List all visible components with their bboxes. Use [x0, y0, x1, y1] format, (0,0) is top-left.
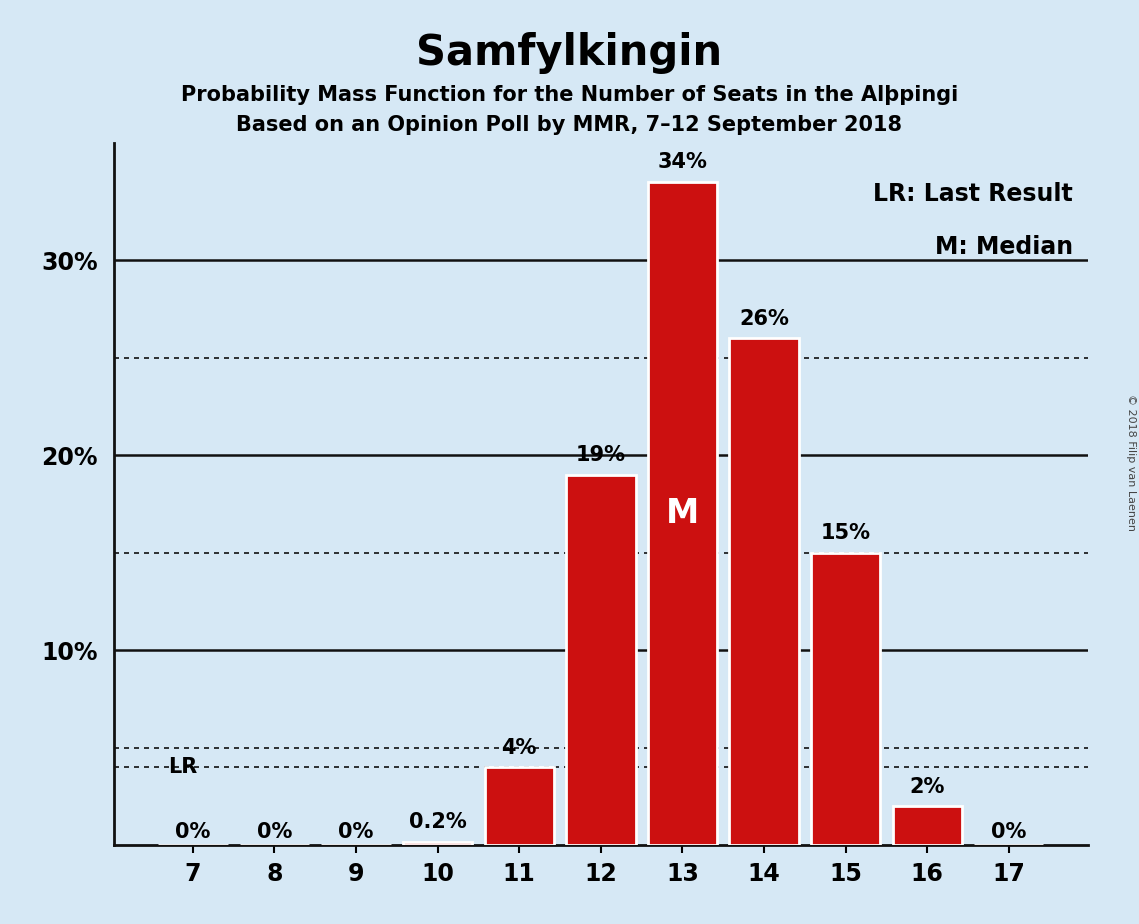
Text: 0%: 0% [256, 821, 292, 842]
Bar [893, 807, 961, 845]
Text: 19%: 19% [576, 445, 625, 465]
Bar [811, 553, 880, 845]
Text: 26%: 26% [739, 309, 789, 329]
Text: Samfylkingin: Samfylkingin [417, 32, 722, 74]
Text: LR: Last Result: LR: Last Result [874, 182, 1073, 206]
Bar [729, 338, 798, 845]
Text: LR: LR [169, 758, 197, 777]
Text: 2%: 2% [910, 777, 945, 796]
Text: © 2018 Filip van Laenen: © 2018 Filip van Laenen [1126, 394, 1136, 530]
Text: M: M [666, 497, 699, 530]
Bar [403, 842, 473, 845]
Text: 15%: 15% [820, 523, 870, 543]
Text: 0%: 0% [175, 821, 211, 842]
Text: Based on an Opinion Poll by MMR, 7–12 September 2018: Based on an Opinion Poll by MMR, 7–12 Se… [237, 115, 902, 135]
Text: 0.2%: 0.2% [409, 812, 467, 832]
Text: 0%: 0% [338, 821, 374, 842]
Text: Probability Mass Function for the Number of Seats in the Alþpingi: Probability Mass Function for the Number… [181, 85, 958, 105]
Text: 34%: 34% [657, 152, 707, 173]
Text: M: Median: M: Median [935, 235, 1073, 259]
Bar [484, 768, 554, 845]
Bar [566, 475, 636, 845]
Bar [648, 182, 718, 845]
Text: 4%: 4% [501, 737, 536, 758]
Text: 0%: 0% [991, 821, 1026, 842]
